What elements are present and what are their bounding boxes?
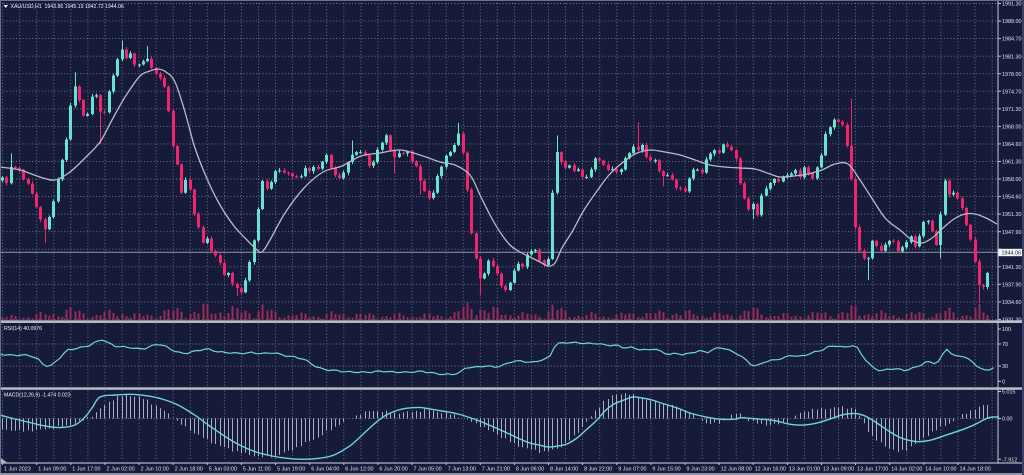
svg-text:5 Jun 11:00: 5 Jun 11:00 xyxy=(243,467,271,473)
svg-text:1954.60: 1954.60 xyxy=(1002,195,1022,201)
svg-text:1951.30: 1951.30 xyxy=(1002,212,1022,218)
svg-text:1 Jun 17:00: 1 Jun 17:00 xyxy=(72,467,100,473)
svg-text:1981.30: 1981.30 xyxy=(1002,54,1022,60)
svg-text:1988.00: 1988.00 xyxy=(1002,19,1022,25)
svg-text:1971.30: 1971.30 xyxy=(1002,107,1022,113)
svg-text:XAU/USD,H1 1943.86 1945.19 19: XAU/USD,H1 1943.86 1945.19 1942.72 1944.… xyxy=(11,4,124,10)
svg-text:RSI(14) 40.0976: RSI(14) 40.0976 xyxy=(4,326,42,332)
svg-text:1931.30: 1931.30 xyxy=(1002,318,1022,324)
svg-text:13 Jun 09:00: 13 Jun 09:00 xyxy=(823,467,854,473)
svg-text:1 Jun 2023: 1 Jun 2023 xyxy=(4,467,31,473)
svg-text:1941.30: 1941.30 xyxy=(1002,265,1022,271)
svg-text:1944.06: 1944.06 xyxy=(1002,251,1022,257)
svg-text:9 Jun 15:00: 9 Jun 15:00 xyxy=(652,467,680,473)
svg-text:13 Jun 17:00: 13 Jun 17:00 xyxy=(857,467,888,473)
svg-text:1958.00: 1958.00 xyxy=(1002,177,1022,183)
svg-text:1978.00: 1978.00 xyxy=(1002,72,1022,78)
svg-text:30: 30 xyxy=(1002,364,1008,370)
svg-text:6 Jun 20:00: 6 Jun 20:00 xyxy=(379,467,407,473)
svg-text:2 Jun 18:00: 2 Jun 18:00 xyxy=(175,467,203,473)
svg-text:1937.90: 1937.90 xyxy=(1002,282,1022,288)
svg-text:2 Jun 02:00: 2 Jun 02:00 xyxy=(107,467,135,473)
svg-text:1964.60: 1964.60 xyxy=(1002,142,1022,148)
svg-text:1991.30: 1991.30 xyxy=(1002,2,1022,8)
svg-text:14 Jun 10:00: 14 Jun 10:00 xyxy=(925,467,956,473)
svg-text:1934.60: 1934.60 xyxy=(1002,300,1022,306)
svg-text:5 Jun 19:00: 5 Jun 19:00 xyxy=(277,467,305,473)
svg-text:14 Jun 18:00: 14 Jun 18:00 xyxy=(960,467,991,473)
svg-text:8 Jun 22:00: 8 Jun 22:00 xyxy=(584,467,612,473)
svg-text:14 Jun 02:00: 14 Jun 02:00 xyxy=(891,467,922,473)
svg-text:-7.912: -7.912 xyxy=(1002,457,1017,463)
svg-text:100: 100 xyxy=(1002,327,1011,333)
svg-text:7 Jun 05:00: 7 Jun 05:00 xyxy=(414,467,442,473)
svg-text:1 Jun 09:00: 1 Jun 09:00 xyxy=(38,467,66,473)
svg-text:1961.30: 1961.30 xyxy=(1002,160,1022,166)
svg-text:8 Jun 14:00: 8 Jun 14:00 xyxy=(550,467,578,473)
svg-text:70: 70 xyxy=(1002,342,1008,348)
svg-text:5 Jun 03:00: 5 Jun 03:00 xyxy=(209,467,237,473)
svg-text:2 Jun 10:00: 2 Jun 10:00 xyxy=(141,467,169,473)
svg-text:9 Jun 07:00: 9 Jun 07:00 xyxy=(618,467,646,473)
svg-text:MACD(12,26,9) -1.474 0.023: MACD(12,26,9) -1.474 0.023 xyxy=(4,393,71,399)
svg-text:9 Jun 23:00: 9 Jun 23:00 xyxy=(687,467,715,473)
svg-text:0: 0 xyxy=(1002,379,1005,385)
svg-text:5.015: 5.015 xyxy=(1002,390,1016,396)
svg-text:7 Jun 21:00: 7 Jun 21:00 xyxy=(482,467,510,473)
svg-text:12 Jun 08:00: 12 Jun 08:00 xyxy=(721,467,752,473)
svg-text:6 Jun 04:00: 6 Jun 04:00 xyxy=(311,467,339,473)
svg-text:12 Jun 16:00: 12 Jun 16:00 xyxy=(755,467,786,473)
svg-text:8 Jun 06:00: 8 Jun 06:00 xyxy=(516,467,544,473)
svg-text:0.00: 0.00 xyxy=(1002,417,1013,423)
svg-text:6 Jun 12:00: 6 Jun 12:00 xyxy=(345,467,373,473)
svg-text:1984.70: 1984.70 xyxy=(1002,37,1022,43)
svg-text:7 Jun 13:00: 7 Jun 13:00 xyxy=(448,467,476,473)
svg-text:13 Jun 01:00: 13 Jun 01:00 xyxy=(789,467,820,473)
svg-text:1968.00: 1968.00 xyxy=(1002,125,1022,131)
svg-text:1947.90: 1947.90 xyxy=(1002,230,1022,236)
svg-text:1974.70: 1974.70 xyxy=(1002,89,1022,95)
